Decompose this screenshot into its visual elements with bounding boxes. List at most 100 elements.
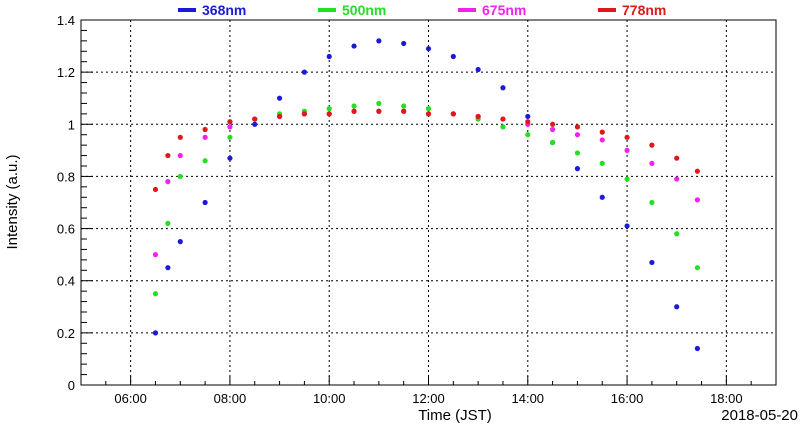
y-tick-label: 0 — [68, 378, 75, 393]
series-778nm — [152, 108, 700, 193]
data-point — [326, 111, 332, 117]
x-axis-title: Time (JST) — [418, 407, 492, 424]
data-point — [301, 111, 307, 117]
data-point — [202, 126, 208, 133]
data-point — [624, 176, 630, 182]
data-point — [694, 345, 700, 352]
data-point — [525, 119, 531, 125]
grid — [81, 20, 776, 385]
data-point — [177, 239, 183, 245]
y-tick-label: 1.4 — [57, 13, 75, 28]
data-point — [152, 186, 159, 193]
series-368nm — [152, 38, 700, 352]
y-tick-label: 0.6 — [57, 222, 75, 237]
data-point — [326, 53, 332, 60]
axis-ticks: 06:00 08:00 10:00 12:00 14:00 16:00 18:00 0 0.2 0… — [57, 13, 777, 406]
legend-label: 368nm — [202, 2, 246, 18]
data-point — [177, 134, 183, 140]
legend-swatch — [178, 8, 196, 12]
data-point — [599, 129, 605, 135]
data-point — [227, 155, 233, 161]
data-point — [500, 124, 506, 130]
x-tick-label: 14:00 — [512, 391, 545, 406]
legend-swatch — [598, 8, 616, 12]
y-tick-label: 1.2 — [57, 65, 75, 80]
data-point — [227, 134, 233, 140]
data-point — [649, 142, 655, 148]
data-point — [599, 137, 605, 143]
data-point — [376, 100, 382, 107]
y-tick-label: 0.2 — [57, 326, 75, 341]
data-point — [376, 108, 382, 114]
data-point — [550, 139, 556, 146]
data-point — [525, 132, 531, 138]
data-point — [694, 168, 700, 174]
data-point — [351, 43, 357, 49]
x-tick-label: 18:00 — [710, 391, 743, 406]
data-point — [152, 330, 159, 336]
date-label: 2018-05-20 — [721, 407, 798, 424]
data-point — [351, 108, 357, 114]
data-point — [450, 53, 456, 60]
data-point — [202, 158, 208, 164]
data-point — [165, 179, 171, 185]
data-point — [425, 111, 432, 117]
data-point — [674, 155, 680, 161]
data-point — [165, 152, 171, 159]
data-point — [550, 126, 556, 133]
data-point — [674, 304, 680, 310]
data-point — [574, 150, 581, 156]
data-point — [376, 38, 382, 44]
data-point — [674, 176, 680, 182]
data-point — [450, 111, 456, 117]
data-point — [252, 116, 258, 122]
data-point — [574, 132, 581, 138]
data-point — [152, 252, 159, 258]
y-axis-title: Intensity (a.u.) — [4, 154, 21, 249]
data-point — [649, 199, 655, 206]
data-point — [177, 152, 183, 159]
data-point — [599, 160, 605, 166]
data-point — [252, 121, 258, 127]
y-tick-label: 0.4 — [57, 274, 75, 289]
data-point — [401, 108, 407, 114]
data-point — [351, 103, 357, 109]
legend-label: 778nm — [622, 2, 666, 18]
legend-swatch — [458, 8, 476, 12]
data-point — [475, 66, 481, 73]
data-point — [401, 40, 407, 47]
data-point — [649, 259, 655, 266]
data-point — [227, 119, 233, 125]
data-point — [177, 173, 183, 180]
data-point — [574, 124, 581, 130]
data-point — [227, 124, 233, 130]
data-point — [165, 265, 171, 271]
data-point — [525, 113, 531, 120]
data-point — [202, 134, 208, 140]
data-point — [301, 69, 307, 75]
data-point — [202, 199, 208, 206]
legend-swatch — [318, 8, 336, 12]
x-tick-label: 10:00 — [313, 391, 346, 406]
data-point — [425, 46, 432, 52]
legend-label: 675nm — [482, 2, 526, 18]
data-point — [550, 121, 556, 127]
x-tick-label: 08:00 — [214, 391, 247, 406]
legend-label: 500nm — [342, 2, 386, 18]
y-tick-label: 1 — [68, 117, 75, 132]
data-point — [649, 160, 655, 166]
data-point — [276, 113, 283, 120]
data-point — [326, 106, 332, 112]
data-point — [165, 220, 171, 226]
data-point — [694, 265, 700, 271]
x-tick-label: 06:00 — [114, 391, 147, 406]
data-point — [500, 85, 506, 91]
data-point — [152, 291, 159, 297]
data-point — [599, 194, 605, 200]
data-point — [624, 147, 630, 153]
data-point — [574, 166, 581, 172]
x-tick-label: 16:00 — [611, 391, 644, 406]
data-point — [624, 223, 630, 229]
series-layer — [152, 38, 700, 352]
